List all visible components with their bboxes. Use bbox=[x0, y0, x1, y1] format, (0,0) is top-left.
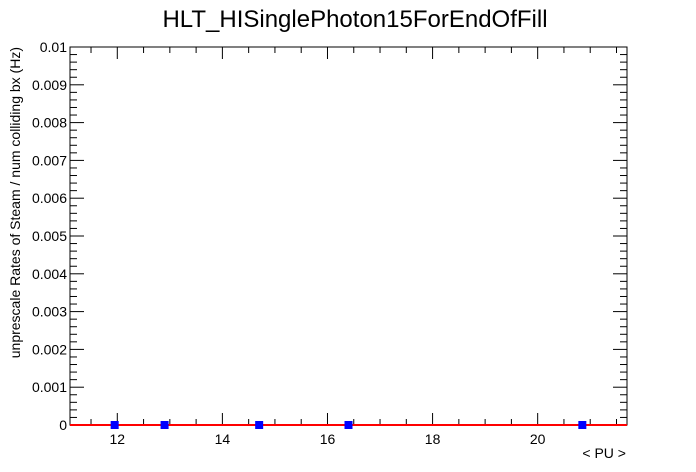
y-tick-label: 0.003 bbox=[32, 304, 67, 320]
y-tick-label: 0.005 bbox=[32, 228, 67, 244]
x-tick-label: 12 bbox=[110, 431, 126, 447]
data-point bbox=[110, 421, 119, 429]
y-tick-label: 0.007 bbox=[32, 152, 67, 168]
x-axis-label: < PU > bbox=[582, 445, 626, 461]
y-tick-label: 0.006 bbox=[32, 190, 67, 206]
y-tick-labels: 0 0.001 0.002 0.003 0.004 0.005 0.006 0.007 0.00… bbox=[32, 39, 67, 433]
y-tick-label: 0.002 bbox=[32, 341, 67, 357]
chart-title: HLT_HISinglePhoton15ForEndOfFill bbox=[162, 6, 547, 33]
data-point bbox=[255, 421, 264, 429]
data-points bbox=[110, 421, 587, 429]
x-tick-labels: 12 14 16 18 20 bbox=[110, 431, 546, 447]
y-tick-label: 0.008 bbox=[32, 115, 67, 131]
y-axis-label: unprescale Rates of Steam / num collidin… bbox=[7, 47, 23, 358]
y-tick-label: 0.01 bbox=[40, 39, 67, 55]
x-tick-label: 18 bbox=[425, 431, 441, 447]
y-tick-label: 0.004 bbox=[32, 266, 67, 282]
data-point bbox=[344, 421, 353, 429]
plot-frame bbox=[69, 46, 628, 426]
y-tick-label: 0 bbox=[59, 417, 67, 433]
data-point bbox=[160, 421, 169, 429]
x-tick-label: 16 bbox=[320, 431, 336, 447]
x-tick-label: 20 bbox=[530, 431, 546, 447]
y-tick-label: 0.009 bbox=[32, 77, 67, 93]
y-axis bbox=[70, 46, 627, 426]
x-axis bbox=[90, 47, 617, 425]
y-tick-label: 0.001 bbox=[32, 379, 67, 395]
data-point bbox=[578, 421, 587, 429]
x-tick-label: 14 bbox=[215, 431, 231, 447]
